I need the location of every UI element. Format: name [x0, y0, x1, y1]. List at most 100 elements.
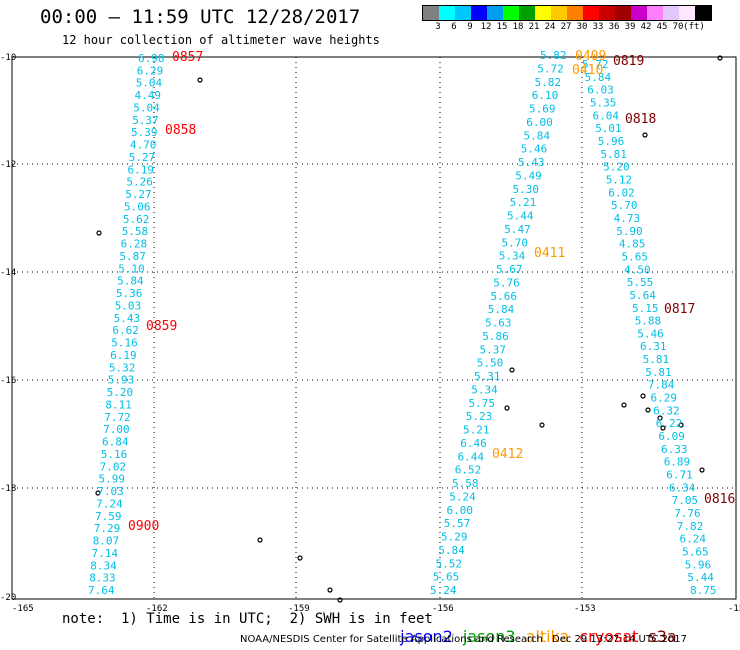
- swh-value-track-c: 7.76: [674, 507, 701, 520]
- color-swatch: [551, 6, 567, 20]
- swh-value-track-a: 5.16: [111, 337, 138, 350]
- swh-value-track-a: 4.49: [135, 89, 162, 102]
- island-outline: [539, 422, 545, 428]
- island-outline: [197, 77, 203, 83]
- swh-value-track-c: 5.96: [598, 135, 625, 148]
- color-swatch: [695, 6, 711, 20]
- swh-value-track-b: 5.72: [537, 62, 564, 75]
- pass-time-label: 0410: [572, 63, 603, 78]
- swh-value-track-c: 6.32: [653, 404, 680, 417]
- y-tick-label: -18: [0, 484, 16, 494]
- swh-value-track-b: 5.86: [482, 330, 509, 343]
- swh-value-track-b: 5.84: [524, 129, 551, 142]
- island-outline: [297, 555, 303, 561]
- x-tick-label: -165: [12, 604, 34, 614]
- x-tick-label: -162: [146, 604, 168, 614]
- island-outline: [509, 367, 515, 373]
- swh-value-track-b: 5.21: [510, 196, 537, 209]
- swh-value-track-a: 7.29: [94, 522, 121, 535]
- swh-value-track-a: 7.64: [88, 584, 115, 597]
- swh-value-track-a: 6.28: [121, 238, 148, 251]
- swh-value-track-a: 5.36: [116, 287, 142, 300]
- swh-value-track-c: 6.04: [593, 109, 620, 122]
- swh-value-track-c: 6.22: [656, 417, 683, 430]
- swh-value-track-b: 5.44: [507, 210, 534, 223]
- island-outline: [504, 405, 510, 411]
- swh-value-track-b: 5.24: [430, 584, 457, 597]
- swh-value-track-b: 5.46: [521, 143, 548, 156]
- legend-jason3: jason3: [462, 627, 516, 646]
- swh-value-track-a: 8.11: [105, 398, 131, 411]
- swh-value-track-a: 8.33: [89, 572, 116, 585]
- color-scale-label: 27: [560, 22, 572, 32]
- swh-value-track-c: 5.81: [600, 148, 627, 161]
- color-swatch: [455, 6, 471, 20]
- swh-value-track-b: 5.58: [452, 477, 479, 490]
- island-outline: [717, 55, 723, 61]
- footnote: note: 1) Time is in UTC; 2) SWH is in fe…: [62, 611, 433, 627]
- x-tick-label: -15: [728, 604, 740, 614]
- color-swatch: [423, 6, 439, 20]
- swh-value-track-b: 5.65: [433, 571, 460, 584]
- swh-value-track-c: 4.50: [624, 263, 651, 276]
- swh-value-track-b: 5.34: [499, 250, 526, 263]
- swh-value-track-c: 6.24: [680, 533, 707, 546]
- swh-value-track-a: 6.62: [112, 324, 138, 337]
- swh-value-track-a: 5.84: [117, 275, 144, 288]
- color-scale-label: 45: [656, 22, 668, 32]
- swh-value-track-c: 5.81: [645, 366, 672, 379]
- y-tick-label: -10: [0, 53, 16, 63]
- swh-value-track-c: 5.65: [622, 250, 649, 263]
- island-outline: [645, 407, 651, 413]
- swh-value-track-a: 5.03: [115, 299, 142, 312]
- swh-value-track-c: 6.09: [658, 430, 685, 443]
- color-scale-label: 33: [592, 22, 604, 32]
- swh-value-track-c: 6.71: [666, 469, 693, 482]
- swh-value-track-b: 5.66: [491, 290, 518, 303]
- swh-value-track-b: 5.70: [502, 236, 529, 249]
- swh-value-track-a: 5.16: [101, 448, 128, 461]
- x-tick-label: -156: [432, 604, 454, 614]
- legend-cryosat: cryosat: [579, 627, 639, 646]
- swh-value-track-b: 5.63: [485, 317, 512, 330]
- axis-ticks: -165 -162 -159 -156 -153 -15 -10 -12 -14 -16 -18 -2…: [0, 53, 740, 614]
- swh-value-track-a: 8.34: [90, 559, 117, 572]
- swh-value-track-b: 5.84: [488, 303, 515, 316]
- color-scale-label: 30: [576, 22, 588, 32]
- swh-value-track-c: 7.84: [648, 379, 675, 392]
- color-scale-label: 3: [435, 22, 441, 32]
- swh-value-track-c: 5.55: [627, 276, 654, 289]
- color-swatch: [487, 6, 503, 20]
- color-swatch: [519, 6, 535, 20]
- swh-value-track-c: 5.81: [643, 353, 670, 366]
- color-scale-label: 18: [512, 22, 524, 32]
- color-scale-label: 9: [467, 22, 473, 32]
- swh-value-track-b: 5.31: [474, 370, 501, 383]
- footer-credit: NOAA/NESDIS Center for Satellite Applica…: [240, 634, 543, 645]
- swh-value-track-a: 7.03: [97, 485, 124, 498]
- color-swatch: [631, 6, 647, 20]
- altimeter-tracks: 6.986.295.044.495.045.375.394.705.276.19…: [88, 49, 717, 597]
- swh-value-track-b: 6.00: [447, 504, 474, 517]
- swh-value-track-c: 5.65: [682, 546, 709, 559]
- swh-value-track-c: 7.05: [672, 494, 699, 507]
- swh-value-track-c: 7.82: [677, 520, 704, 533]
- swh-value-track-c: 5.01: [595, 122, 622, 135]
- color-swatch: [471, 6, 487, 20]
- swh-value-track-c: 5.72: [582, 58, 609, 71]
- swh-value-track-a: 4.70: [130, 139, 157, 152]
- color-swatch: [679, 6, 695, 20]
- swh-value-track-a: 7.02: [100, 460, 127, 473]
- swh-value-track-b: 5.69: [529, 103, 556, 116]
- swh-value-track-c: 5.12: [606, 174, 633, 187]
- swh-value-track-c: 5.70: [611, 199, 638, 212]
- swh-value-track-b: 5.75: [469, 397, 496, 410]
- swh-value-track-a: 5.20: [107, 386, 134, 399]
- swh-value-track-c: 6.29: [651, 392, 678, 405]
- swh-value-track-c: 4.85: [619, 238, 646, 251]
- page-title: 00:00 – 11:59 UTC 12/28/2017: [40, 6, 361, 28]
- swh-value-track-c: 4.73: [614, 212, 641, 225]
- island-outline: [96, 230, 102, 236]
- swh-value-track-a: 5.04: [133, 102, 160, 115]
